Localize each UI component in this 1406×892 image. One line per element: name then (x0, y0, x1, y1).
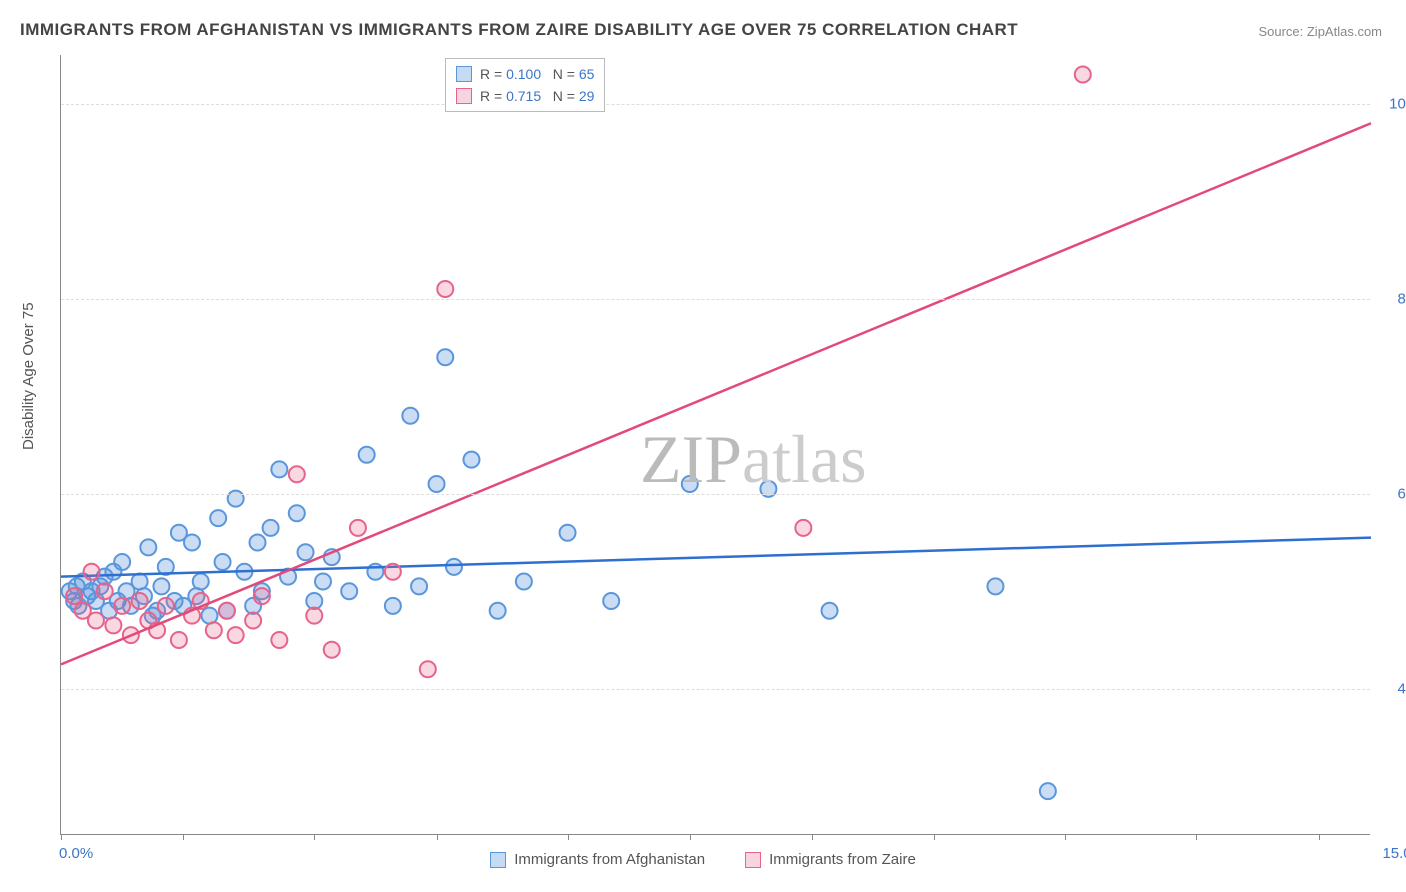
scatter-point (158, 598, 174, 614)
scatter-point (263, 520, 279, 536)
scatter-point (132, 593, 148, 609)
scatter-point (114, 554, 130, 570)
scatter-point (682, 476, 698, 492)
scatter-point (385, 564, 401, 580)
scatter-point (315, 574, 331, 590)
x-tick-mark (1065, 834, 1066, 840)
legend-swatch (456, 88, 472, 104)
scatter-point (437, 281, 453, 297)
scatter-point (114, 598, 130, 614)
scatter-point (193, 574, 209, 590)
x-tick-mark (812, 834, 813, 840)
scatter-point (228, 627, 244, 643)
scatter-point (490, 603, 506, 619)
x-tick-mark (568, 834, 569, 840)
gridline (61, 299, 1370, 300)
stats-legend-row: R = 0.100 N = 65 (456, 63, 594, 85)
scatter-point (603, 593, 619, 609)
legend-swatch (456, 66, 472, 82)
scatter-point (1040, 783, 1056, 799)
scatter-point (97, 583, 113, 599)
scatter-point (411, 578, 427, 594)
legend-swatch (745, 852, 761, 868)
scatter-point (210, 510, 226, 526)
x-tick-mark (61, 834, 62, 840)
y-tick-label: 80.0% (1380, 290, 1406, 307)
scatter-point (306, 593, 322, 609)
scatter-point (289, 466, 305, 482)
legend-swatch (490, 852, 506, 868)
chart-svg (61, 55, 1370, 834)
scatter-point (140, 539, 156, 555)
gridline (61, 689, 1370, 690)
source-attribution: Source: ZipAtlas.com (1258, 24, 1382, 39)
scatter-point (987, 578, 1003, 594)
scatter-point (463, 452, 479, 468)
y-axis-label: Disability Age Over 75 (20, 302, 37, 450)
legend-label: Immigrants from Afghanistan (514, 851, 705, 868)
scatter-point (201, 608, 217, 624)
legend-item: Immigrants from Zaire (745, 851, 916, 868)
chart-title: IMMIGRANTS FROM AFGHANISTAN VS IMMIGRANT… (20, 20, 1018, 40)
trend-line (61, 123, 1371, 664)
y-tick-label: 60.0% (1380, 485, 1406, 502)
x-tick-mark (690, 834, 691, 840)
scatter-point (184, 535, 200, 551)
scatter-point (402, 408, 418, 424)
scatter-point (341, 583, 357, 599)
scatter-point (206, 622, 222, 638)
gridline (61, 494, 1370, 495)
scatter-point (1075, 67, 1091, 83)
x-tick-mark (1196, 834, 1197, 840)
series-legend: Immigrants from Afghanistan Immigrants fr… (0, 851, 1406, 868)
scatter-point (324, 642, 340, 658)
x-tick-mark (934, 834, 935, 840)
x-tick-mark (314, 834, 315, 840)
stats-legend: R = 0.100 N = 65R = 0.715 N = 29 (445, 58, 605, 112)
stats-legend-row: R = 0.715 N = 29 (456, 85, 594, 107)
scatter-point (560, 525, 576, 541)
scatter-point (215, 554, 231, 570)
scatter-point (219, 603, 235, 619)
scatter-point (298, 544, 314, 560)
scatter-point (437, 349, 453, 365)
scatter-point (795, 520, 811, 536)
x-tick-mark (183, 834, 184, 840)
scatter-point (420, 661, 436, 677)
x-tick-mark (437, 834, 438, 840)
scatter-point (245, 613, 261, 629)
scatter-point (132, 574, 148, 590)
y-tick-label: 40.0% (1380, 680, 1406, 697)
y-tick-label: 100.0% (1380, 95, 1406, 112)
scatter-point (289, 505, 305, 521)
scatter-point (153, 578, 169, 594)
scatter-point (271, 632, 287, 648)
scatter-point (171, 632, 187, 648)
scatter-point (446, 559, 462, 575)
scatter-point (306, 608, 322, 624)
scatter-point (84, 564, 100, 580)
scatter-point (66, 588, 82, 604)
scatter-point (516, 574, 532, 590)
chart-container: IMMIGRANTS FROM AFGHANISTAN VS IMMIGRANT… (0, 0, 1406, 892)
scatter-point (88, 613, 104, 629)
scatter-point (105, 617, 121, 633)
scatter-point (429, 476, 445, 492)
scatter-point (254, 588, 270, 604)
scatter-point (822, 603, 838, 619)
scatter-point (350, 520, 366, 536)
plot-area: 40.0%60.0%80.0%100.0%0.0%15.0% (60, 55, 1370, 835)
gridline (61, 104, 1370, 105)
scatter-point (359, 447, 375, 463)
x-tick-mark (1319, 834, 1320, 840)
legend-label: Immigrants from Zaire (769, 851, 916, 868)
legend-item: Immigrants from Afghanistan (490, 851, 705, 868)
scatter-point (271, 461, 287, 477)
scatter-point (385, 598, 401, 614)
scatter-point (250, 535, 266, 551)
